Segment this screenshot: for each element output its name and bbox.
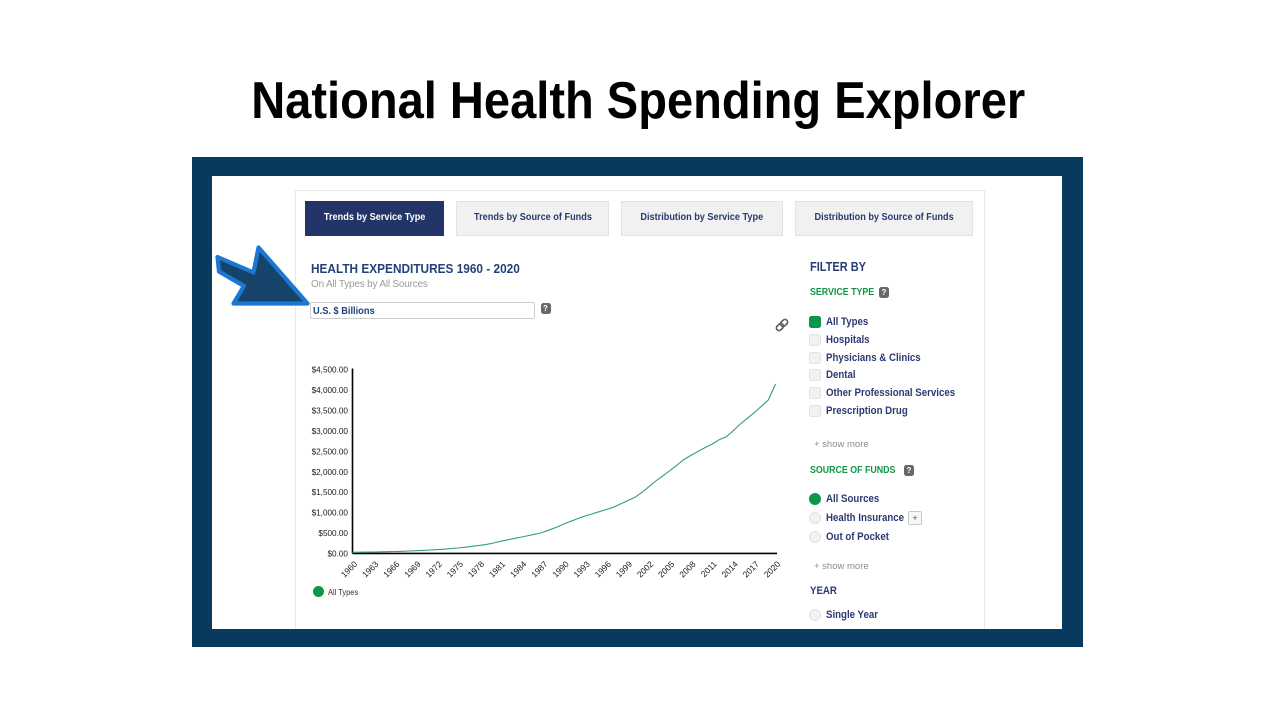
svg-text:2002: 2002	[635, 559, 656, 580]
svg-text:1963: 1963	[360, 559, 381, 580]
svg-text:$1,500.00: $1,500.00	[312, 488, 349, 497]
svg-text:1999: 1999	[614, 559, 635, 580]
svg-text:$3,000.00: $3,000.00	[312, 427, 349, 436]
svg-text:$2,000.00: $2,000.00	[312, 468, 349, 477]
svg-text:1975: 1975	[445, 559, 466, 580]
svg-text:2017: 2017	[741, 559, 762, 580]
svg-text:1972: 1972	[423, 559, 444, 580]
svg-text:1993: 1993	[571, 559, 592, 580]
svg-text:2011: 2011	[699, 559, 719, 579]
svg-text:1969: 1969	[402, 559, 423, 580]
svg-text:1990: 1990	[550, 559, 571, 580]
svg-text:2014: 2014	[719, 559, 740, 580]
svg-text:2008: 2008	[677, 559, 698, 580]
svg-text:1966: 1966	[381, 559, 402, 580]
svg-text:2005: 2005	[656, 559, 677, 580]
svg-text:1996: 1996	[593, 559, 614, 580]
svg-text:$3,500.00: $3,500.00	[312, 407, 349, 416]
svg-text:$4,000.00: $4,000.00	[312, 386, 349, 395]
svg-text:$1,000.00: $1,000.00	[312, 509, 349, 518]
svg-text:$0.00: $0.00	[328, 549, 349, 558]
svg-text:1984: 1984	[508, 559, 529, 580]
svg-text:$500.00: $500.00	[318, 529, 348, 538]
svg-text:1978: 1978	[466, 559, 487, 580]
svg-text:1981: 1981	[487, 559, 508, 580]
svg-text:1960: 1960	[339, 559, 360, 580]
svg-text:$4,500.00: $4,500.00	[312, 366, 349, 375]
svg-text:1987: 1987	[529, 559, 550, 580]
svg-text:$2,500.00: $2,500.00	[312, 447, 349, 456]
svg-text:2020: 2020	[762, 559, 783, 580]
